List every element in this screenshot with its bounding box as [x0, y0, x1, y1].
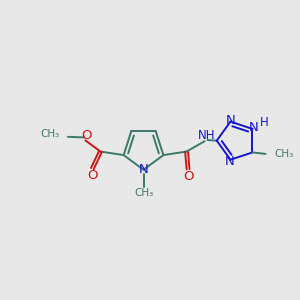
Text: N: N — [249, 121, 259, 134]
Text: CH₃: CH₃ — [134, 188, 153, 198]
Text: CH₃: CH₃ — [274, 149, 293, 159]
Text: CH₃: CH₃ — [40, 130, 60, 140]
Text: O: O — [183, 170, 194, 183]
Text: H: H — [260, 116, 269, 129]
Text: NH: NH — [198, 129, 215, 142]
Text: O: O — [88, 169, 98, 182]
Text: N: N — [226, 114, 235, 127]
Text: N: N — [225, 155, 235, 168]
Text: N: N — [139, 163, 148, 176]
Text: O: O — [81, 129, 92, 142]
